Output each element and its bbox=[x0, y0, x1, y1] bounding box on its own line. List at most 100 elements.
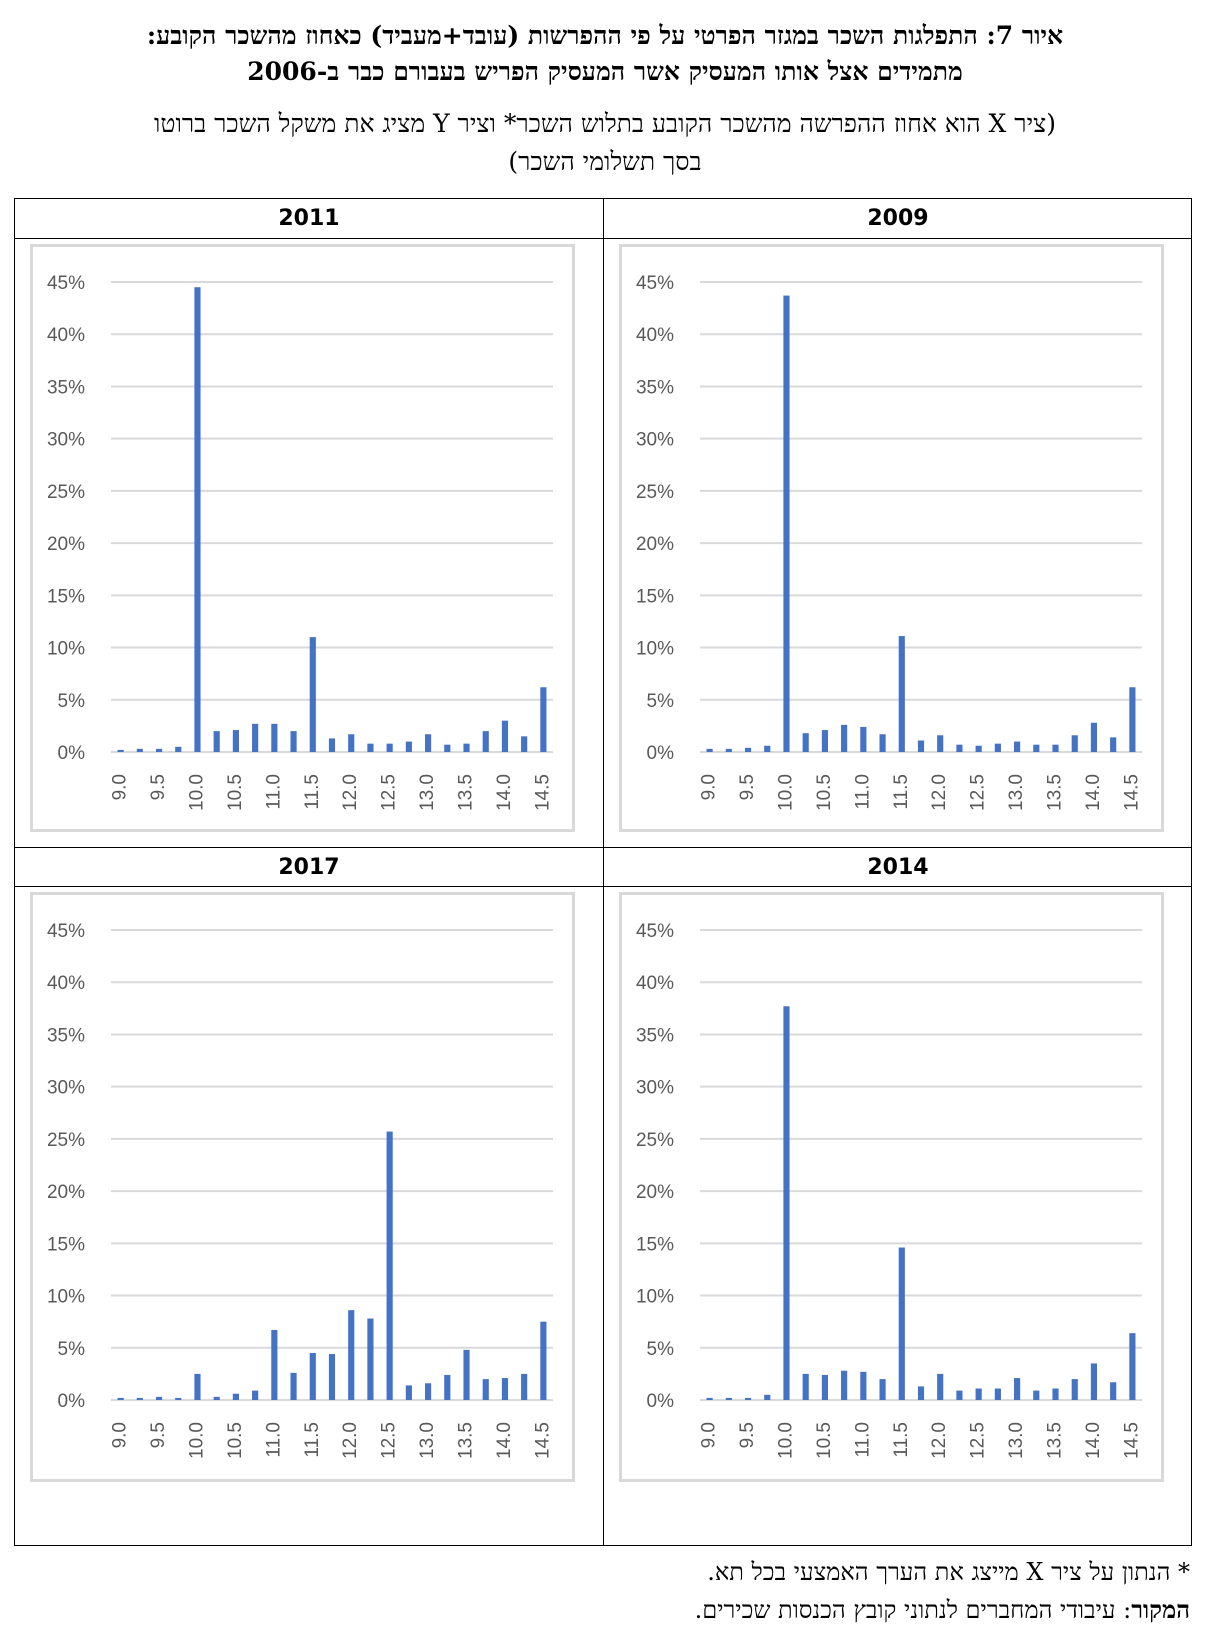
y-tick-label: 5% bbox=[647, 691, 675, 712]
bar bbox=[1071, 735, 1078, 752]
bar bbox=[994, 743, 1001, 752]
panel-title-2017: 2017 bbox=[278, 855, 340, 880]
bar bbox=[898, 636, 905, 752]
y-tick-label: 40% bbox=[47, 973, 85, 994]
y-tick-label: 15% bbox=[47, 1234, 85, 1255]
bar bbox=[271, 1330, 278, 1400]
source-text: : עיבודי המחברים לנתוני קובץ הכנסות שכיר… bbox=[694, 1596, 1132, 1624]
y-tick-label: 10% bbox=[636, 1287, 674, 1308]
bar bbox=[232, 730, 239, 752]
bar bbox=[975, 1388, 982, 1400]
bar bbox=[271, 723, 278, 752]
x-tick-label: 13.0 bbox=[417, 774, 438, 811]
x-tick-label: 14.0 bbox=[494, 1422, 515, 1459]
y-tick-label: 25% bbox=[47, 482, 85, 503]
bar bbox=[290, 1372, 297, 1400]
x-tick-label: 12.0 bbox=[929, 774, 950, 811]
bar bbox=[994, 1388, 1001, 1400]
chart-2017-svg: 0% 5% 10% 15% 20% 25% 30% 35% 40% 45% 9.0 9.5 10.0 10… bbox=[47, 921, 553, 1459]
bar bbox=[348, 734, 355, 752]
bar bbox=[540, 687, 547, 752]
bar bbox=[860, 1371, 867, 1400]
bar bbox=[821, 730, 828, 752]
bar bbox=[821, 1374, 828, 1400]
bar bbox=[1014, 1378, 1021, 1400]
y-tick-label: 10% bbox=[47, 1287, 85, 1308]
x-tick-label: 9.5 bbox=[737, 1422, 758, 1448]
x-tick-label: 11.0 bbox=[263, 774, 284, 810]
bar bbox=[1129, 1333, 1136, 1400]
x-tick-label: 9.0 bbox=[110, 774, 131, 800]
x-tick-label: 10.0 bbox=[186, 1422, 207, 1459]
bar bbox=[252, 723, 259, 752]
x-tick-label: 11.5 bbox=[891, 1422, 912, 1458]
y-tick-label: 45% bbox=[47, 273, 85, 294]
bar bbox=[155, 1396, 163, 1400]
figure-subtitle-line1: (ציר X הוא אחוז ההפרשה מהשכר הקובע בתלוש… bbox=[153, 109, 1056, 138]
bar bbox=[328, 738, 336, 752]
bar bbox=[367, 743, 374, 752]
bar bbox=[405, 741, 412, 752]
source-label: המקור bbox=[1131, 1595, 1190, 1624]
bar bbox=[879, 1379, 886, 1400]
chart-2011-svg: 0% 5% 10% 15% 20% 25% 30% 35% 40% 45% 9.0 9.5 10.0 10… bbox=[47, 273, 553, 811]
x-tick-label: 13.0 bbox=[1006, 1422, 1027, 1459]
y-tick-label: 15% bbox=[636, 586, 674, 607]
y-tick-label: 35% bbox=[636, 377, 674, 398]
y-tick-label: 25% bbox=[47, 1130, 85, 1151]
panel-title-2011: 2011 bbox=[278, 206, 340, 231]
y-tick-label: 0% bbox=[647, 743, 675, 764]
y-tick-label: 10% bbox=[636, 639, 674, 660]
x-tick-label: 13.5 bbox=[1045, 1422, 1066, 1459]
bar bbox=[463, 743, 470, 752]
x-tick-label: 9.5 bbox=[737, 774, 758, 800]
y-tick-label: 5% bbox=[58, 1339, 86, 1360]
y-tick-label: 45% bbox=[636, 921, 674, 942]
x-tick-label: 11.5 bbox=[891, 774, 912, 810]
bar bbox=[482, 1379, 489, 1400]
charts-grid: 2011 2009 2017 2014 0% 5% 10% 15% 20% 25% 30% 3… bbox=[14, 198, 1192, 1546]
y-tick-label: 0% bbox=[58, 1391, 86, 1412]
y-tick-label: 20% bbox=[636, 534, 674, 555]
chart-2014: 0% 5% 10% 15% 20% 25% 30% 35% 40% 45% 9.0 9.5 10.0 10… bbox=[619, 892, 1164, 1482]
bar bbox=[463, 1349, 470, 1400]
y-tick-label: 30% bbox=[47, 430, 85, 451]
x-tick-label: 13.5 bbox=[456, 1422, 477, 1459]
figure-subtitle-line2: בסך תשלומי השכר) bbox=[508, 147, 702, 176]
bar bbox=[117, 1397, 124, 1400]
y-tick-label: 0% bbox=[647, 1391, 675, 1412]
bar bbox=[1129, 687, 1136, 752]
y-tick-label: 45% bbox=[636, 273, 674, 294]
x-tick-label: 10.5 bbox=[225, 1422, 246, 1459]
y-tick-label: 15% bbox=[47, 586, 85, 607]
x-tick-label: 10.5 bbox=[814, 1422, 835, 1459]
bar bbox=[1090, 1363, 1098, 1400]
bar bbox=[841, 1370, 848, 1400]
grid-divider-top bbox=[15, 238, 1191, 239]
x-tick-label: 14.5 bbox=[532, 774, 553, 811]
y-tick-label: 5% bbox=[647, 1339, 675, 1360]
bar bbox=[764, 1394, 771, 1400]
y-tick-label: 15% bbox=[636, 1234, 674, 1255]
bar bbox=[937, 735, 944, 752]
bar bbox=[783, 1006, 790, 1400]
bar bbox=[956, 744, 963, 752]
bar bbox=[1033, 744, 1040, 752]
y-tick-label: 5% bbox=[58, 691, 86, 712]
y-tick-label: 0% bbox=[58, 743, 86, 764]
x-tick-label: 13.5 bbox=[456, 774, 477, 811]
bar bbox=[521, 1373, 528, 1400]
y-tick-label: 30% bbox=[47, 1078, 85, 1099]
bar bbox=[136, 1397, 143, 1400]
x-tick-label: 12.0 bbox=[340, 1422, 361, 1459]
figure-title-line2: מתמידים אצל אותו המעסיק אשר המעסיק הפריש… bbox=[247, 57, 963, 86]
grid-divider-middle bbox=[15, 847, 1191, 848]
bar bbox=[290, 731, 297, 752]
bar bbox=[155, 748, 163, 752]
bar bbox=[367, 1318, 374, 1400]
bar bbox=[501, 720, 509, 752]
x-tick-label: 10.0 bbox=[775, 1422, 796, 1459]
x-tick-label: 12.5 bbox=[379, 1422, 400, 1459]
bar bbox=[194, 287, 201, 752]
y-tick-label: 40% bbox=[636, 973, 674, 994]
